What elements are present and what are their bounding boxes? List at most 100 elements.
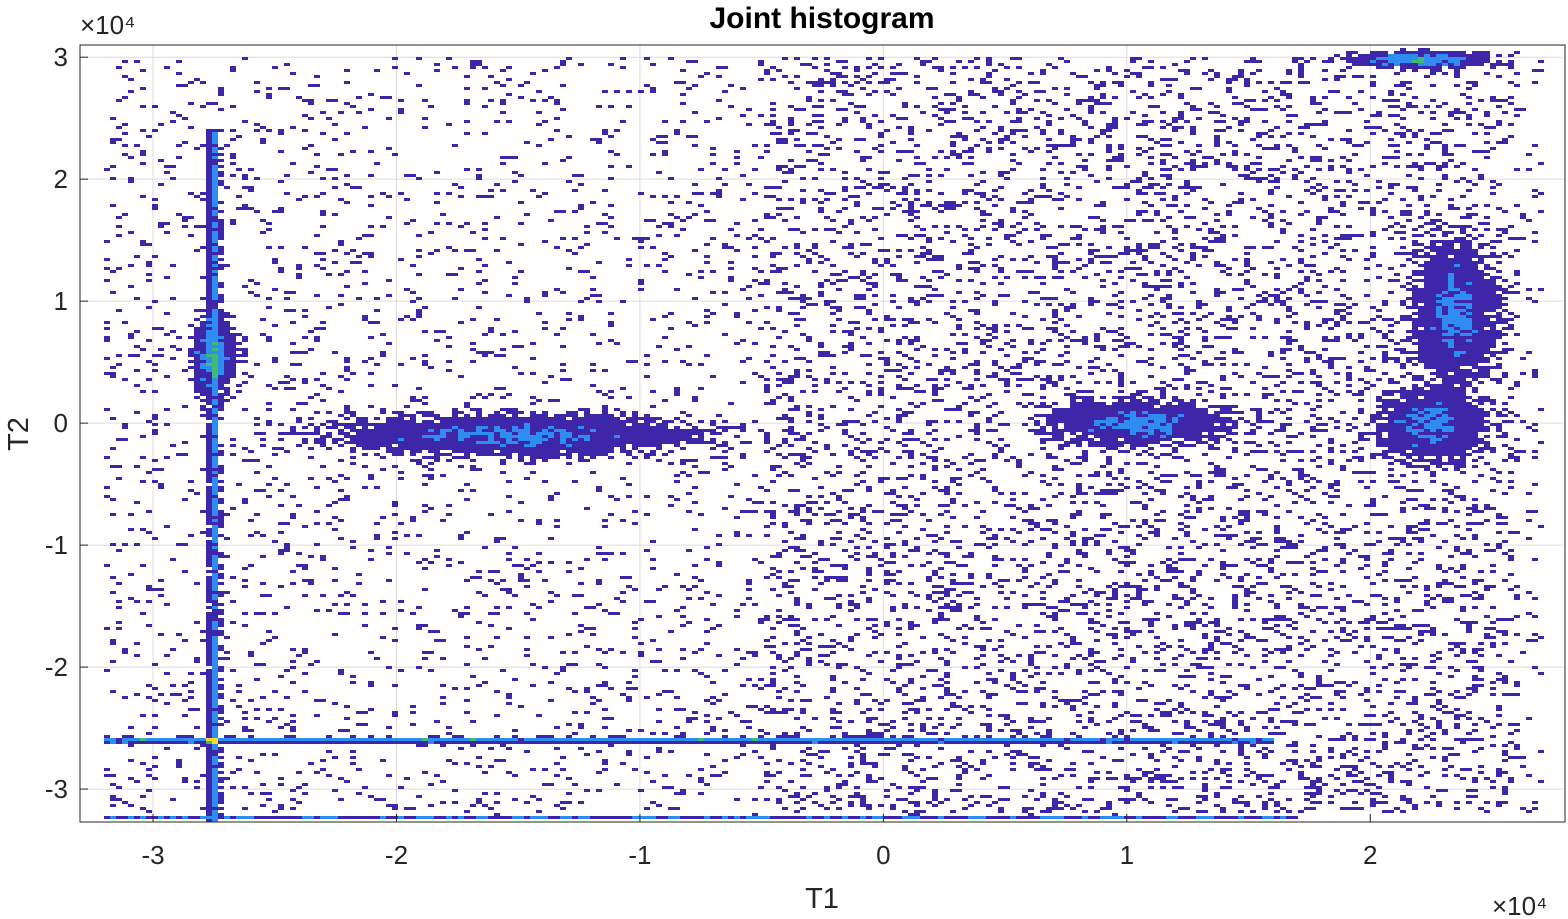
histogram-cell (770, 399, 776, 402)
histogram-cell (842, 663, 848, 666)
histogram-cell (320, 213, 326, 216)
histogram-cell (1190, 258, 1196, 261)
histogram-cell (1280, 336, 1286, 339)
histogram-cell (140, 195, 146, 198)
histogram-cell (740, 87, 746, 90)
histogram-cell (968, 741, 974, 744)
histogram-cell (1142, 135, 1148, 138)
histogram-cell (470, 489, 476, 492)
histogram-cell (1016, 81, 1022, 84)
histogram-cell (1364, 486, 1370, 489)
histogram-cell (1058, 129, 1064, 132)
histogram-cell (1094, 810, 1100, 813)
histogram-cell (812, 801, 818, 804)
histogram-cell (1322, 339, 1328, 342)
histogram-cell (1166, 798, 1172, 801)
histogram-cell (1070, 270, 1076, 273)
histogram-cell (1220, 717, 1226, 720)
histogram-cell (1148, 81, 1154, 84)
histogram-cell (272, 261, 278, 264)
histogram-cell (1118, 786, 1124, 789)
histogram-cell (368, 234, 374, 237)
histogram-cell (842, 501, 848, 504)
histogram-cell (1166, 273, 1172, 276)
histogram-cell (1334, 381, 1340, 384)
histogram-cell (1046, 378, 1052, 381)
histogram-cell (170, 558, 176, 561)
histogram-cell (1034, 195, 1040, 198)
histogram-cell (1448, 747, 1454, 750)
histogram-cell (992, 489, 998, 492)
histogram-cell (692, 528, 698, 531)
histogram-cell (1352, 75, 1358, 78)
histogram-cell (170, 357, 176, 360)
histogram-cell (1496, 774, 1502, 777)
histogram-cell (1430, 498, 1436, 501)
histogram-cell (1046, 423, 1052, 426)
histogram-cell (1184, 333, 1190, 336)
histogram-cell (1172, 246, 1178, 249)
histogram-cell (1070, 306, 1076, 309)
histogram-cell (872, 282, 878, 285)
histogram-cell (428, 507, 434, 510)
histogram-cell (278, 432, 284, 435)
histogram-cell (980, 654, 986, 657)
histogram-cell (1316, 219, 1322, 222)
histogram-cell (1286, 375, 1292, 378)
histogram-cell (350, 762, 356, 765)
histogram-cell (632, 636, 638, 639)
histogram-cell (428, 669, 434, 672)
histogram-cell (1424, 210, 1430, 213)
histogram-cell (1232, 534, 1238, 537)
histogram-cell (1076, 390, 1082, 393)
histogram-cell (1124, 525, 1130, 528)
histogram-cell (944, 312, 950, 315)
histogram-cell (962, 807, 968, 810)
histogram-cell (950, 66, 956, 69)
histogram-cell (248, 792, 254, 795)
histogram-cell (1430, 606, 1436, 609)
histogram-cell (1448, 129, 1454, 132)
histogram-cell (1202, 789, 1208, 792)
histogram-cell (764, 123, 770, 126)
histogram-cell (800, 108, 806, 111)
histogram-cell (1532, 300, 1538, 303)
histogram-cell (1196, 150, 1202, 153)
histogram-cell (1154, 141, 1160, 144)
histogram-cell (1118, 570, 1124, 573)
histogram-cell (248, 291, 254, 294)
histogram-cell (938, 657, 944, 660)
histogram-cell (752, 234, 758, 237)
histogram-cell (302, 426, 308, 429)
histogram-cell (1424, 630, 1430, 633)
histogram-cell (290, 648, 296, 651)
histogram-cell (1178, 318, 1184, 321)
histogram-cell (1076, 786, 1082, 789)
histogram-cell (1028, 339, 1034, 342)
histogram-cell (518, 579, 524, 582)
histogram-cell (242, 612, 248, 615)
histogram-cell (1088, 621, 1094, 624)
histogram-cell (854, 603, 860, 606)
histogram-cell (632, 237, 638, 240)
histogram-cell (1514, 249, 1520, 252)
histogram-cell (1154, 729, 1160, 732)
histogram-cell (500, 396, 506, 399)
histogram-cell (854, 771, 860, 774)
histogram-cell (512, 330, 518, 333)
histogram-cell (920, 651, 926, 654)
histogram-cell (1472, 81, 1478, 84)
histogram-cell (788, 708, 794, 711)
histogram-cell (980, 96, 986, 99)
histogram-cell (914, 756, 920, 759)
histogram-cell (608, 426, 614, 429)
histogram-cell (1154, 777, 1160, 780)
histogram-cell (158, 594, 164, 597)
histogram-cell (1220, 750, 1226, 753)
histogram-cell (1100, 81, 1106, 84)
histogram-cell (1184, 150, 1190, 153)
histogram-cell (1004, 237, 1010, 240)
histogram-cell (1076, 366, 1082, 369)
histogram-cell (290, 363, 296, 366)
histogram-cell (1238, 483, 1244, 486)
